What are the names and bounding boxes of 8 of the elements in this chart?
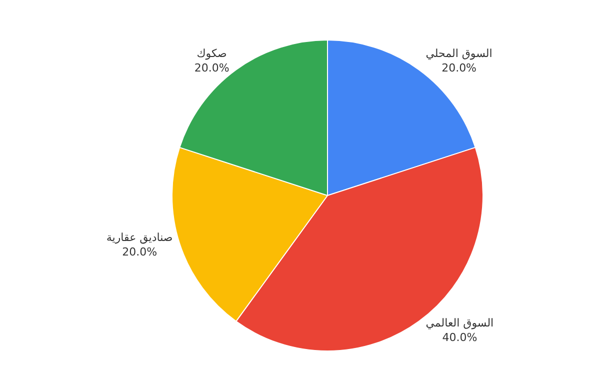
slice-label: السوق المحلي: [426, 47, 492, 60]
data-label: 20.0%: [122, 246, 158, 259]
data-label: 20.0%: [442, 61, 477, 74]
slice-label: صناديق عقارية: [106, 231, 173, 244]
data-label: 40.0%: [442, 330, 478, 344]
slice-label: السوق العالمي: [426, 316, 494, 330]
data-label: 20.0%: [194, 61, 230, 74]
slice-label: صكوك: [196, 47, 227, 60]
